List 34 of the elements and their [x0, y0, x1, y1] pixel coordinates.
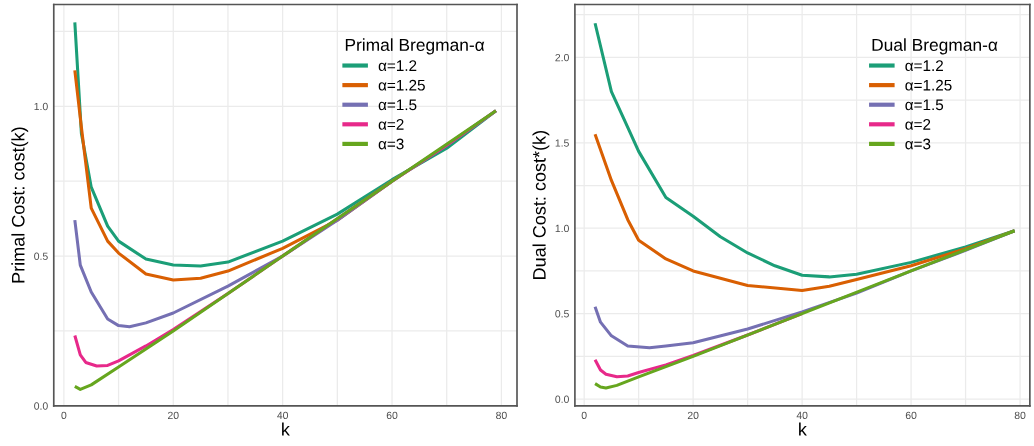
legend-label: α=1.5	[378, 99, 417, 111]
x-axis-title: k	[799, 422, 807, 436]
legend-label: α=2	[378, 118, 404, 130]
legend-title: Primal Bregman-α	[345, 38, 485, 55]
x-tick-label: 0	[61, 411, 67, 420]
y-tick-label: 0.0	[555, 395, 569, 403]
y-tick-label: 0.5	[555, 310, 569, 318]
y-tick-label: 0.5	[34, 252, 48, 260]
legend-label: α=3	[905, 138, 931, 150]
y-tick-label: 1.0	[555, 224, 569, 233]
y-tick-label: 0.0	[34, 402, 48, 410]
y-axis-title: Primal Cost: cost(k)	[11, 127, 29, 283]
y-tick-label: 1.5	[555, 139, 569, 147]
x-tick-label: 60	[386, 411, 398, 420]
x-tick-label: 80	[496, 411, 507, 420]
x-axis-title: k	[282, 422, 290, 436]
x-tick-label: 40	[277, 411, 289, 420]
x-tick-label: 40	[796, 411, 808, 420]
x-tick-label: 0	[581, 411, 587, 420]
x-tick-label: 20	[687, 411, 699, 420]
x-tick-label: 60	[905, 411, 917, 420]
legend-label: α=1.2	[378, 60, 417, 72]
legend-label: α=3	[378, 138, 404, 150]
legend-label: α=1.25	[905, 79, 952, 91]
legend-label: α=1.2	[905, 60, 943, 72]
y-tick-label: 2.0	[555, 53, 569, 62]
legend-label: α=2	[905, 118, 931, 130]
legend-title: Dual Bregman-α	[872, 38, 998, 55]
y-axis-title: Dual Cost: cost*(k)	[532, 131, 550, 279]
x-tick-label: 80	[1014, 411, 1026, 420]
legend-label: α=1.25	[378, 79, 425, 91]
x-tick-label: 20	[168, 411, 179, 420]
legend-label: α=1.5	[905, 99, 944, 111]
y-tick-label: 1.0	[34, 102, 48, 111]
